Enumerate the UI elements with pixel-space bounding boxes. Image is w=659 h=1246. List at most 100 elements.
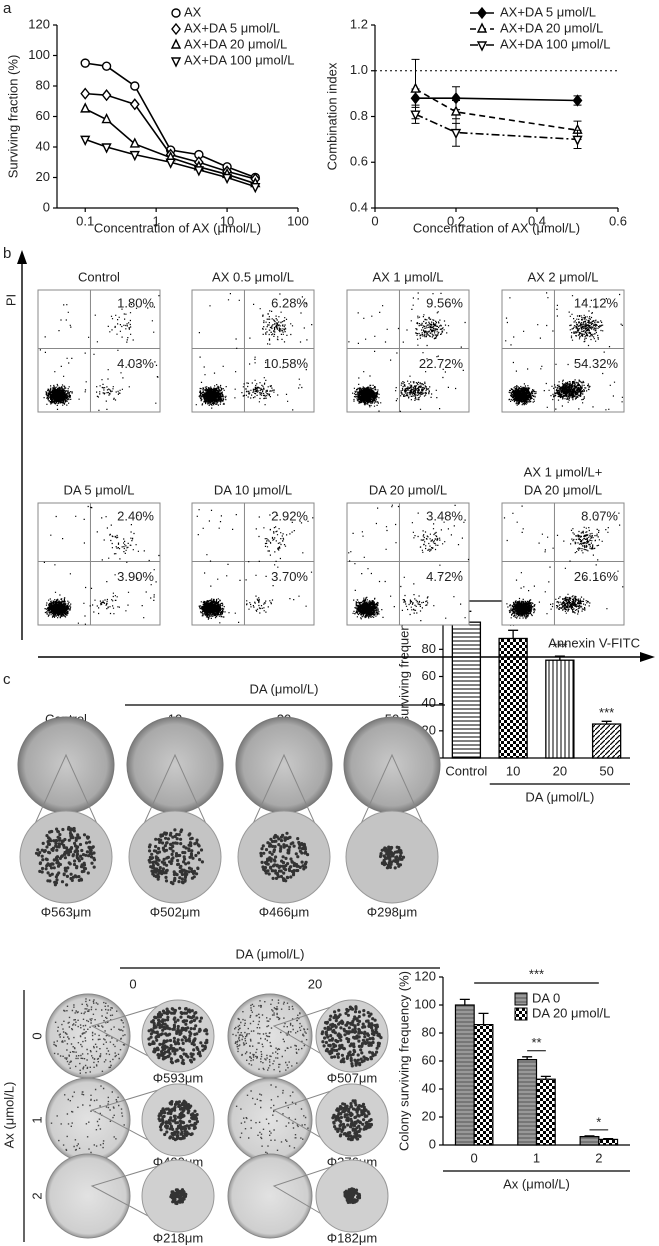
legend-label: AX+DA 5 μmol/L (184, 20, 280, 35)
marker (410, 82, 421, 93)
plate (227, 1153, 313, 1239)
marker (221, 173, 233, 185)
x-tick-label: 1 (533, 1150, 540, 1165)
zoom-view (141, 1083, 215, 1157)
plot-title: AX 2 μmol/L (527, 269, 598, 284)
plot-title: DA 20 μmol/L (369, 482, 447, 497)
y-tick-label: 40 (422, 695, 436, 710)
marker (410, 110, 421, 121)
x-tick-label: 10 (506, 763, 520, 778)
plate (126, 716, 224, 814)
legend-label: AX (184, 4, 202, 19)
plate (227, 1077, 313, 1163)
legend-label: AX+DA 20 μmol/L (184, 36, 287, 51)
y-tick-label: 80 (36, 77, 50, 92)
bar (517, 1058, 538, 1146)
diameter-label: Φ563μm (41, 904, 91, 919)
error-bar (603, 1138, 614, 1140)
error-bar (540, 1075, 551, 1080)
marker (476, 41, 488, 52)
scatter-dots (195, 293, 313, 411)
plot-title: Control (78, 269, 120, 284)
plate-colonies (50, 1085, 125, 1159)
y-tick-label: 80 (422, 641, 436, 656)
plate (17, 716, 115, 814)
x-tick-label: 0 (471, 1150, 478, 1165)
error-bar (584, 1135, 595, 1137)
bar (451, 621, 482, 759)
plot-title: DA 5 μmol/L (63, 482, 134, 497)
significance: * (596, 1114, 601, 1129)
bar (598, 1138, 619, 1146)
diameter-label: Φ182μm (327, 1230, 377, 1245)
marker (129, 98, 140, 111)
y-tick-label: 60 (422, 1052, 436, 1067)
error-bar (508, 629, 519, 639)
y-tick-label: 1.2 (350, 16, 368, 31)
plot-title: AX 1 μmol/L+ (524, 464, 603, 479)
marker (101, 143, 112, 154)
plot-title: DA 10 μmol/L (214, 482, 292, 497)
diameter-label: Φ466μm (259, 904, 309, 919)
bar (545, 659, 575, 759)
diameter-label: Φ298μm (367, 904, 417, 919)
legend-label: AX+DA 100 μmol/L (500, 36, 610, 51)
scatter-dots (505, 292, 623, 411)
y-tick-label: 20 (36, 169, 50, 184)
quadrant-percent: 1.80% (117, 295, 154, 310)
marker (80, 87, 91, 100)
marker (171, 8, 181, 18)
legend-swatch (514, 992, 528, 1006)
quadrant-percent: 10.58% (264, 356, 309, 371)
y-tick-label: 0 (43, 199, 50, 214)
quadrant-percent: 2.92% (271, 508, 308, 523)
group-label: DA (μmol/L) (236, 946, 305, 961)
colony-cells (169, 1188, 188, 1206)
error-bar (522, 1056, 533, 1060)
x-tick-label: 2 (595, 1150, 602, 1165)
colony-cells (34, 825, 97, 887)
y-tick-label: 0 (429, 1136, 436, 1151)
legend-label: DA 0 (532, 990, 560, 1005)
marker (572, 94, 583, 107)
marker (171, 22, 181, 36)
colony-cells (259, 831, 310, 883)
scatter-dots (348, 504, 470, 622)
quadrant-percent: 4.72% (426, 569, 463, 584)
marker (129, 137, 140, 148)
y-tick-label: 1.0 (350, 62, 368, 77)
marker (80, 102, 91, 113)
bar (591, 723, 622, 759)
zoom-view (128, 810, 222, 904)
plot-title: AX 1 μmol/L (372, 269, 443, 284)
marker (80, 135, 91, 146)
plate (235, 716, 333, 814)
quadrant-percent: 3.90% (117, 569, 154, 584)
colony-cells (157, 1099, 199, 1142)
panel-label: b (3, 245, 11, 262)
marker (129, 150, 140, 162)
x-axis-title: Concentration of AX (μmol/L) (94, 220, 261, 235)
x-tick-label: 0.6 (609, 213, 627, 228)
quadrant-percent: 4.03% (117, 356, 154, 371)
significance: *** (529, 966, 544, 981)
plate (343, 716, 441, 814)
x-tick-label: 10 (220, 213, 234, 228)
y-axis-title: Surviving fraction (%) (5, 55, 20, 179)
y-tick-label: 0.6 (350, 154, 368, 169)
row-label: 1 (29, 1116, 44, 1123)
bar (498, 637, 528, 759)
marker (101, 89, 112, 102)
y-tick-label: 0.4 (350, 199, 368, 214)
x-axis-title: Concentration of AX (μmol/L) (413, 220, 580, 235)
significance: ** (531, 1035, 541, 1050)
diameter-label: Φ218μm (153, 1230, 203, 1245)
colony-cells (147, 828, 204, 886)
scatter-dots (196, 509, 314, 624)
x-axis-title: Ax (μmol/L) (503, 1176, 570, 1191)
bar (473, 1023, 494, 1146)
y-tick-label: 100 (414, 996, 436, 1011)
y-tick-label: 20 (422, 1108, 436, 1123)
